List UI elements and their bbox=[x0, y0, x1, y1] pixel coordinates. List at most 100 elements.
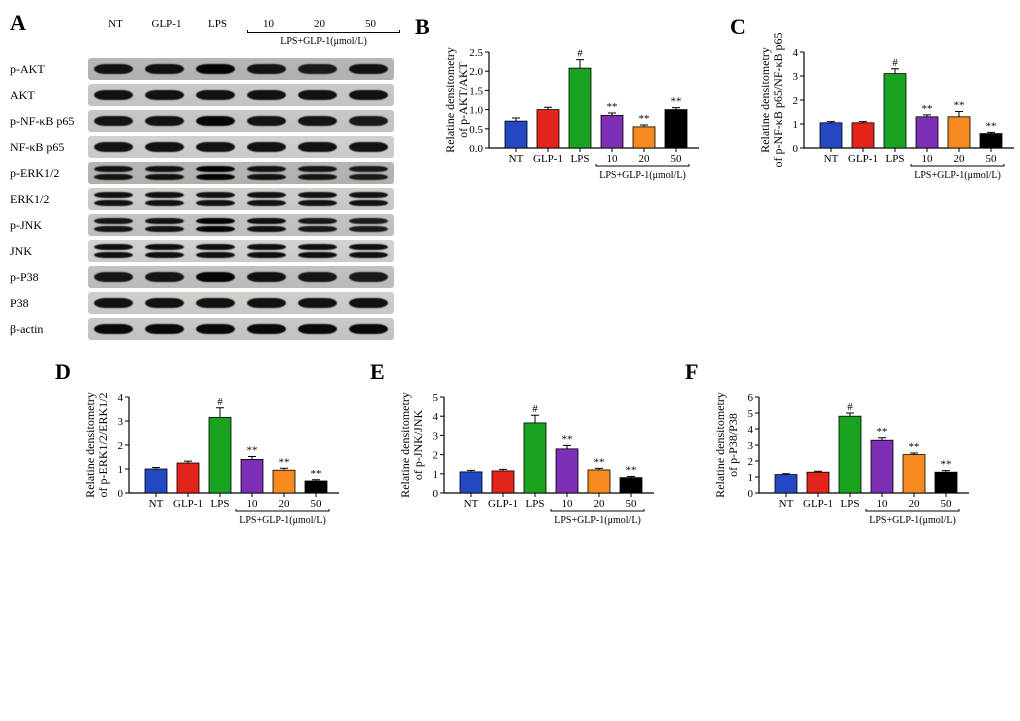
x-tick-label: GLP-1 bbox=[173, 498, 203, 510]
x-tick-label: NT bbox=[149, 498, 164, 510]
bar bbox=[820, 123, 842, 148]
bar bbox=[884, 74, 906, 148]
blot-label: p-JNK bbox=[10, 218, 88, 233]
blot-row: ERK1/2 bbox=[10, 188, 400, 210]
panel-letter-a: A bbox=[10, 10, 26, 36]
significance-marker: ** bbox=[247, 445, 258, 457]
bar bbox=[601, 115, 623, 148]
x-tick-label: 50 bbox=[671, 153, 683, 165]
blot-row: p-AKT bbox=[10, 58, 400, 80]
bar bbox=[903, 455, 925, 493]
x-tick-label: 50 bbox=[311, 498, 323, 510]
x-tick-label: NT bbox=[824, 153, 839, 165]
blot-label: ERK1/2 bbox=[10, 192, 88, 207]
svg-text:1.0: 1.0 bbox=[469, 105, 483, 117]
bar bbox=[871, 440, 893, 493]
x-tick-label: 20 bbox=[279, 498, 291, 510]
blot-row: p-P38 bbox=[10, 266, 400, 288]
hdr-dose-50: 50 bbox=[345, 18, 396, 30]
chart-svg: F0123456Relatine densitometryof p-P38/P3… bbox=[685, 365, 985, 570]
significance-marker: ** bbox=[909, 441, 920, 453]
bar bbox=[305, 481, 327, 493]
significance-marker: ** bbox=[562, 433, 573, 445]
bar bbox=[665, 110, 687, 148]
chart-d: D01234Relatine densitometryof p-ERK1/2/E… bbox=[55, 365, 355, 585]
bar bbox=[460, 472, 482, 493]
x-group-label: LPS+GLP-1(μmol/L) bbox=[599, 170, 686, 181]
svg-text:2: 2 bbox=[118, 440, 124, 452]
y-axis-label: Relatine densitometryof p-ERK1/2/ERK1/2 bbox=[83, 392, 110, 498]
significance-marker: ** bbox=[311, 468, 322, 480]
significance-marker: ** bbox=[671, 96, 682, 108]
bar bbox=[633, 127, 655, 148]
bar bbox=[492, 471, 514, 493]
x-tick-label: GLP-1 bbox=[803, 498, 833, 510]
hdr-dose-10: 10 bbox=[243, 18, 294, 30]
figure: A NT GLP-1 LPS 10 20 50 LPS+GLP-1(μmol/L… bbox=[10, 10, 1010, 585]
significance-marker: ** bbox=[954, 100, 965, 112]
bar bbox=[209, 417, 231, 493]
bar bbox=[241, 459, 263, 493]
blot-image bbox=[88, 240, 394, 262]
chart-f: F0123456Relatine densitometryof p-P38/P3… bbox=[685, 365, 985, 585]
hdr-lps: LPS bbox=[192, 18, 243, 30]
x-tick-label: 50 bbox=[986, 153, 998, 165]
y-axis-label: Relatine densitometryof p-P38/P38 bbox=[713, 392, 740, 498]
panel-a: A NT GLP-1 LPS 10 20 50 LPS+GLP-1(μmol/L… bbox=[10, 10, 400, 340]
x-tick-label: 10 bbox=[922, 153, 934, 165]
panel-letter: F bbox=[685, 359, 698, 384]
bar bbox=[524, 423, 546, 493]
row-2: D01234Relatine densitometryof p-ERK1/2/E… bbox=[40, 355, 1010, 585]
bar bbox=[556, 449, 578, 493]
svg-text:2.0: 2.0 bbox=[469, 66, 483, 78]
blot-label: p-P38 bbox=[10, 270, 88, 285]
x-tick-label: 10 bbox=[877, 498, 889, 510]
significance-marker: ** bbox=[607, 101, 618, 113]
svg-text:5: 5 bbox=[748, 408, 754, 420]
hdr-glp1: GLP-1 bbox=[141, 18, 192, 30]
svg-text:2: 2 bbox=[793, 95, 799, 107]
svg-text:0.0: 0.0 bbox=[469, 143, 483, 155]
hdr-bracket-label: LPS+GLP-1(μmol/L) bbox=[247, 36, 400, 47]
x-tick-label: NT bbox=[509, 153, 524, 165]
chart-svg: C01234Relatine densitometryof p-NF-κB p6… bbox=[730, 20, 1020, 225]
svg-text:1: 1 bbox=[433, 469, 439, 481]
chart-c: C01234Relatine densitometryof p-NF-κB p6… bbox=[730, 20, 1020, 240]
bar bbox=[273, 470, 295, 493]
svg-text:4: 4 bbox=[433, 411, 439, 423]
blot-image bbox=[88, 266, 394, 288]
y-axis-label: Relatine densitometryof p-NF-κB p65/NF-κ… bbox=[758, 32, 785, 167]
bar bbox=[588, 470, 610, 493]
bar bbox=[935, 472, 957, 493]
svg-text:3: 3 bbox=[748, 440, 754, 452]
svg-text:1: 1 bbox=[118, 464, 124, 476]
x-tick-label: GLP-1 bbox=[848, 153, 878, 165]
x-tick-label: 10 bbox=[607, 153, 619, 165]
blot-row: p-NF-κB p65 bbox=[10, 110, 400, 132]
blot-row: JNK bbox=[10, 240, 400, 262]
significance-marker: ** bbox=[986, 120, 997, 132]
blot-image bbox=[88, 84, 394, 106]
bar bbox=[177, 463, 199, 493]
row-1: A NT GLP-1 LPS 10 20 50 LPS+GLP-1(μmol/L… bbox=[10, 10, 1010, 340]
hdr-dose-20: 20 bbox=[294, 18, 345, 30]
panel-letter: D bbox=[55, 359, 71, 384]
x-tick-label: NT bbox=[779, 498, 794, 510]
bar bbox=[569, 68, 591, 148]
svg-text:1: 1 bbox=[748, 472, 754, 484]
x-tick-label: GLP-1 bbox=[488, 498, 518, 510]
blot-rows: p-AKTAKTp-NF-κB p65NF-κB p65p-ERK1/2ERK1… bbox=[10, 58, 400, 340]
svg-text:0.5: 0.5 bbox=[469, 124, 483, 136]
svg-text:1: 1 bbox=[793, 119, 799, 131]
chart-svg: D01234Relatine densitometryof p-ERK1/2/E… bbox=[55, 365, 355, 570]
blot-row: NF-κB p65 bbox=[10, 136, 400, 158]
blot-row: AKT bbox=[10, 84, 400, 106]
x-tick-label: LPS bbox=[211, 498, 230, 510]
x-tick-label: 10 bbox=[562, 498, 574, 510]
x-group-label: LPS+GLP-1(μmol/L) bbox=[914, 170, 1001, 181]
blot-label: AKT bbox=[10, 88, 88, 103]
x-tick-label: NT bbox=[464, 498, 479, 510]
blot-image bbox=[88, 292, 394, 314]
svg-text:2.5: 2.5 bbox=[469, 47, 483, 59]
significance-marker: ** bbox=[922, 103, 933, 115]
